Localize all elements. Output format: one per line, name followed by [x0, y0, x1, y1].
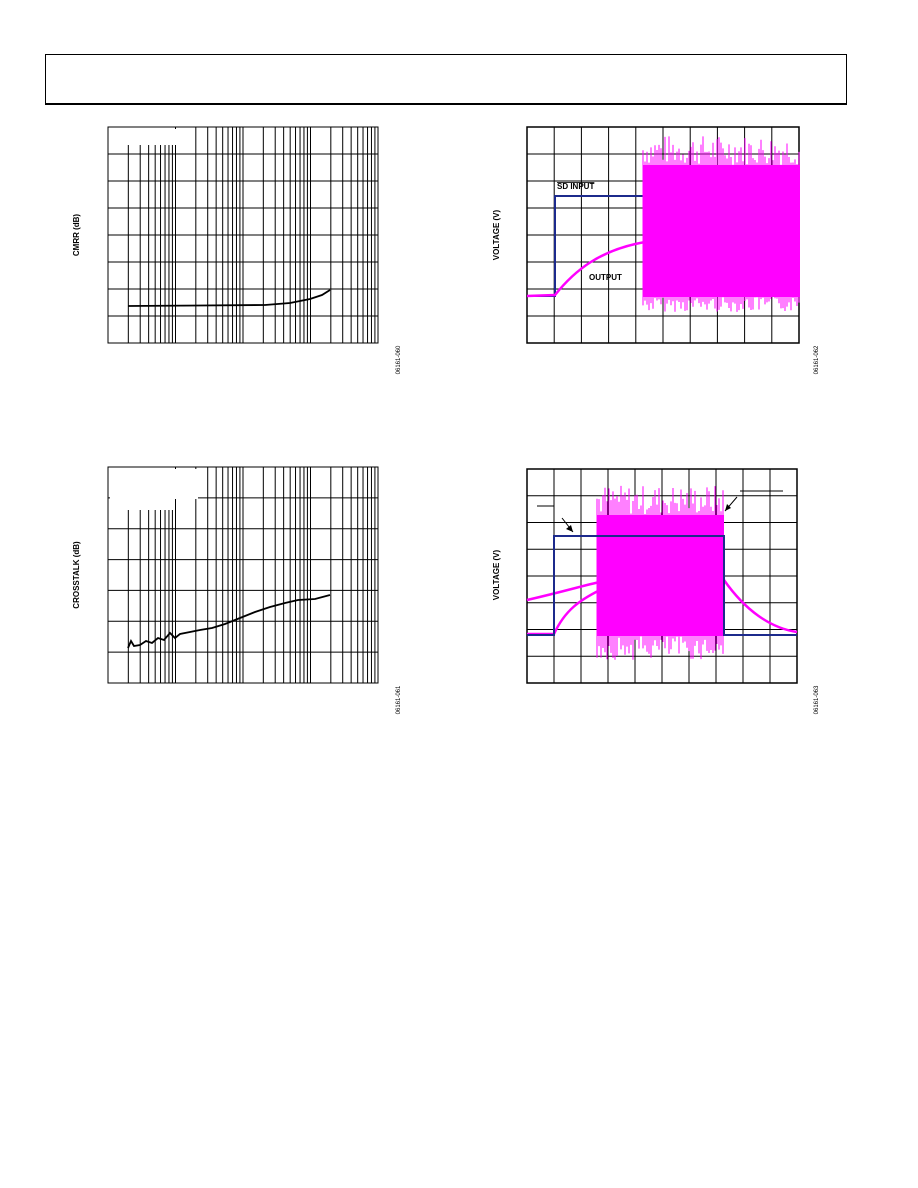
legend-blank: [110, 129, 182, 145]
figure-code: 06161-060: [396, 345, 402, 374]
output-noise: [642, 136, 800, 312]
crosstalk-curve: [127, 594, 331, 649]
cmrr-curve: [127, 289, 331, 307]
y-axis-label: VOLTAGE (V): [492, 209, 501, 260]
trace-label: OUTPUT: [589, 273, 622, 282]
y-axis-label: CMRR (dB): [72, 214, 81, 257]
output-trace: [526, 579, 798, 634]
figure-code: 06161-061: [396, 685, 402, 714]
sd-input-trace: [527, 535, 797, 636]
figure-code: 06161-063: [814, 685, 820, 714]
leader-line: [537, 490, 783, 533]
output-trace: [526, 240, 646, 298]
scope-plot: SD INPUT OUTPUT: [526, 126, 800, 344]
trace-label: SD INPUT: [557, 182, 594, 191]
y-axis-label: VOLTAGE (V): [492, 549, 501, 600]
legend-blank: [110, 469, 198, 499]
cmrr-plot: [107, 126, 379, 344]
output-noise: [596, 485, 724, 660]
crosstalk-plot: [107, 466, 379, 684]
y-axis-label: CROSSTALK (dB): [72, 541, 81, 609]
figure-code: 06161-062: [814, 345, 820, 374]
header-box: [45, 54, 847, 105]
scope-plot: [526, 468, 798, 684]
